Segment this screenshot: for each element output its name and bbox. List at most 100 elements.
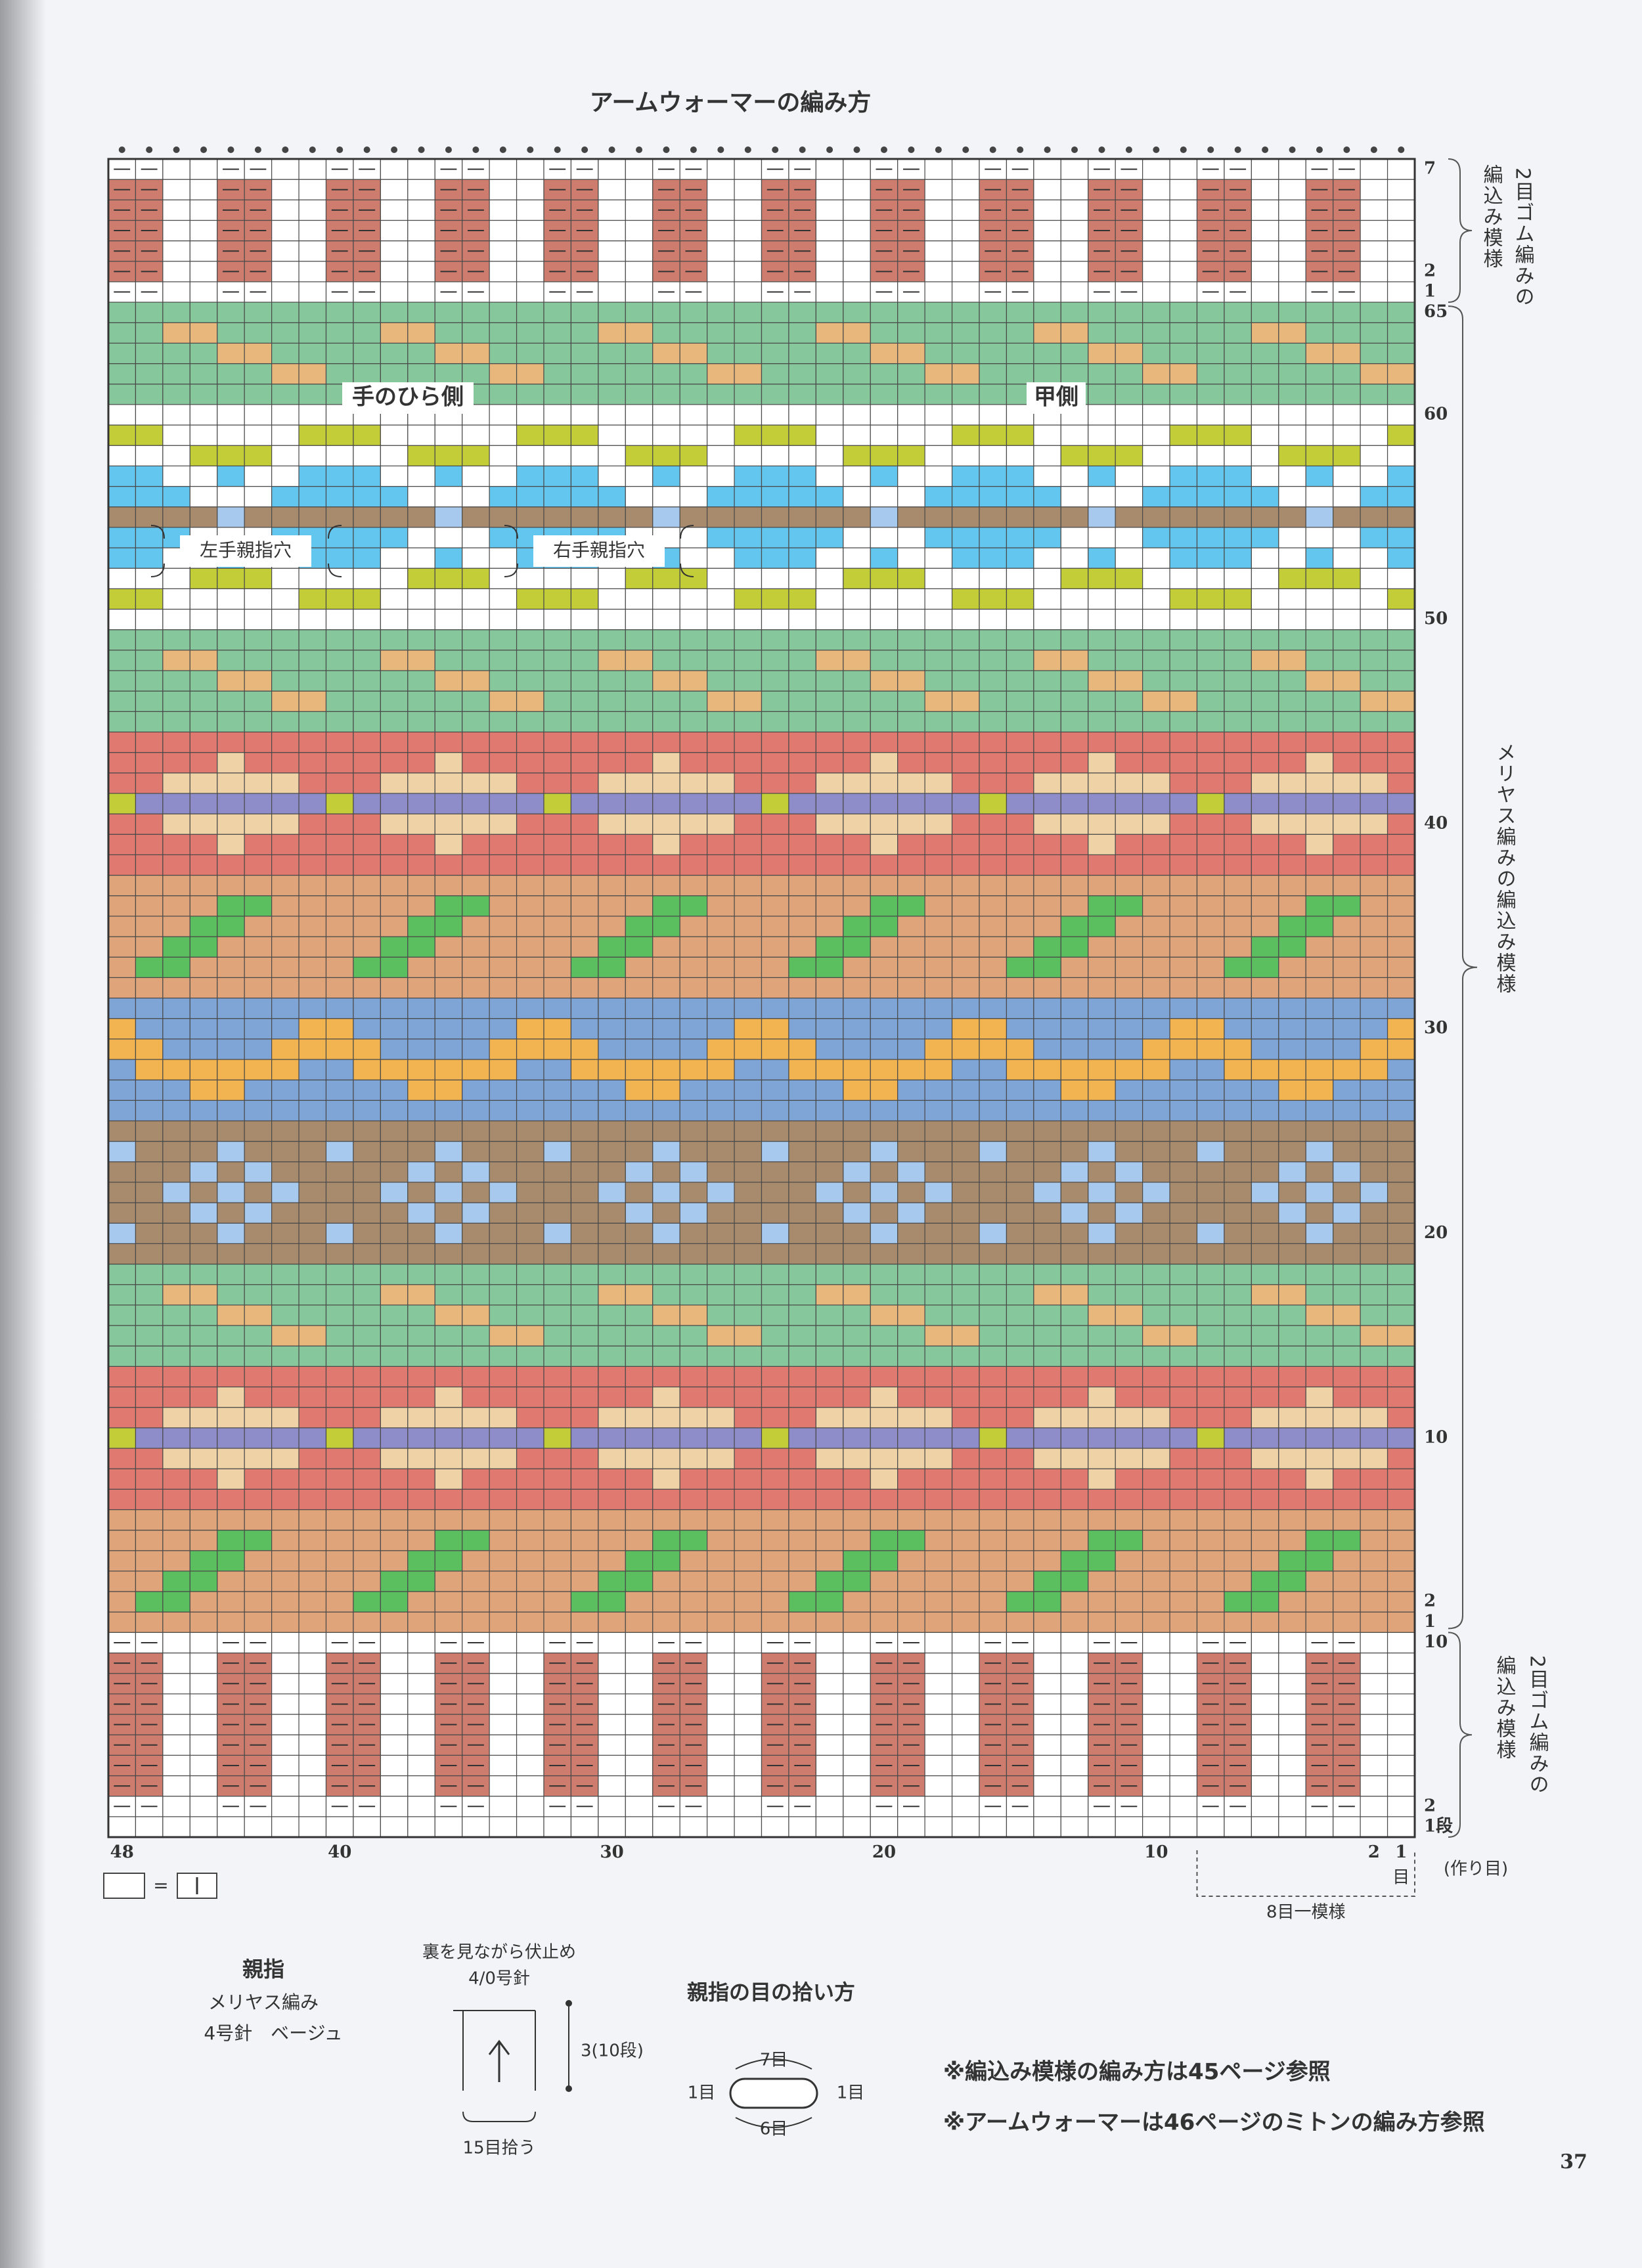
- stitch-cell: [298, 363, 327, 385]
- stitch-cell: [734, 813, 763, 835]
- stitch-cell: [924, 404, 953, 426]
- stitch-cell: [489, 1059, 518, 1080]
- stitch-cell: [462, 1427, 490, 1449]
- stitch-cell: [380, 854, 409, 876]
- stitch-cell: [1088, 895, 1116, 917]
- stitch-cell: [951, 1407, 980, 1429]
- stitch-cell: [897, 1448, 925, 1469]
- stitch-cell: [462, 424, 490, 446]
- stitch-cell: [1169, 834, 1198, 855]
- stitch-cell: [217, 485, 245, 508]
- stitch-cell: [1033, 588, 1061, 610]
- spine-shadow: [0, 0, 46, 2268]
- stitch-cell: [1169, 916, 1198, 937]
- stitch-cell: [108, 547, 137, 569]
- stitch-cell: [761, 567, 789, 589]
- stitch-cell: [1033, 465, 1061, 487]
- stitch-cell: [1387, 1141, 1415, 1163]
- stitch-cell: [815, 1488, 844, 1511]
- stitch-cell: [870, 1591, 899, 1612]
- stitch-cell: [516, 384, 544, 405]
- stitch-cell: [1033, 1550, 1061, 1572]
- stitch-cell: [1033, 1202, 1061, 1224]
- stitch-cell: [1224, 445, 1252, 466]
- stitch-cell: [189, 424, 218, 446]
- stitch-cell: [271, 1816, 300, 1838]
- stitch-cell: [1251, 322, 1279, 344]
- stitch-cell: [1115, 527, 1143, 548]
- stitch-cell: [652, 1796, 680, 1817]
- stitch-cell: [734, 1304, 763, 1326]
- stitch-cell: [489, 813, 518, 835]
- stitch-cell: [189, 1243, 218, 1265]
- stitch-cell: [897, 1161, 925, 1183]
- stitch-cell: [325, 1079, 354, 1101]
- stitch-cell: [924, 1796, 953, 1817]
- stitch-cell: [570, 1816, 599, 1838]
- stitch-cell: [489, 1693, 518, 1715]
- stitch-cell: [870, 793, 899, 814]
- stitch-cell: [489, 567, 518, 589]
- stitch-cell: [489, 711, 518, 733]
- stitch-cell: [108, 445, 137, 466]
- stitch-cell: [1333, 1386, 1361, 1408]
- stitch-cell: [1251, 567, 1279, 589]
- stitch-cell: [271, 1120, 300, 1142]
- stitch-cell: [162, 956, 190, 978]
- stitch-cell: [1006, 711, 1034, 733]
- stitch-cell: [1251, 158, 1279, 180]
- stitch-cell: [1115, 588, 1143, 610]
- stitch-cell: [162, 1468, 190, 1490]
- stitch-cell: [652, 1182, 680, 1203]
- stitch-cell: [1387, 342, 1415, 365]
- stitch-cell: [924, 1775, 953, 1797]
- stitch-cell: [1333, 895, 1361, 917]
- stitch-cell: [298, 1611, 327, 1634]
- stitch-cell: [135, 751, 164, 774]
- stitch-cell: [380, 1161, 409, 1183]
- stitch-cell: [843, 711, 871, 733]
- stitch-cell: [924, 384, 953, 405]
- stitch-cell: [1088, 608, 1116, 631]
- stitch-cell: [870, 650, 899, 671]
- stitch-cell: [1169, 1038, 1198, 1060]
- stitch-cell: [380, 772, 409, 794]
- stitch-cell: [788, 834, 816, 855]
- stitch-cell: [1387, 1222, 1415, 1245]
- stitch-cell: [652, 1202, 680, 1224]
- stitch-cell: [434, 1263, 463, 1285]
- stitch-cell: [652, 916, 680, 937]
- stitch-cell: [1115, 322, 1143, 344]
- stitch-cell: [924, 1488, 953, 1511]
- stitch-cell: [189, 1509, 218, 1531]
- stitch-cell: [815, 1775, 844, 1797]
- stitch-cell: [707, 1182, 735, 1203]
- stitch-cell: [734, 1816, 763, 1838]
- stitch-cell: [761, 834, 789, 855]
- stitch-cell: [734, 1570, 763, 1592]
- stitch-cell: [951, 1325, 980, 1346]
- stitch-cell: [897, 485, 925, 508]
- stitch-cell: [543, 629, 572, 651]
- stitch-cell: [380, 301, 409, 323]
- stitch-cell: [815, 874, 844, 897]
- stitch-cell: [135, 1182, 164, 1203]
- stitch-cell: [707, 1714, 735, 1735]
- stitch-cell: [543, 1059, 572, 1080]
- stitch-cell: [353, 301, 381, 323]
- stitch-cell: [788, 567, 816, 589]
- stitch-cell: [951, 1652, 980, 1674]
- stitch-cell: [1305, 363, 1334, 385]
- stitch-cell: [1088, 1366, 1116, 1388]
- stitch-cell: [951, 1120, 980, 1142]
- legend-box: [103, 1873, 145, 1899]
- stitch-cell: [108, 527, 137, 548]
- stitch-cell: [380, 1611, 409, 1634]
- stitch-cell: [407, 1386, 435, 1408]
- stitch-cell: [734, 1386, 763, 1408]
- stitch-cell: [271, 567, 300, 589]
- stitch-cell: [353, 1427, 381, 1449]
- stitch-cell: [1006, 1100, 1034, 1122]
- stitch-cell: [625, 608, 654, 631]
- stitch-cell: [843, 772, 871, 794]
